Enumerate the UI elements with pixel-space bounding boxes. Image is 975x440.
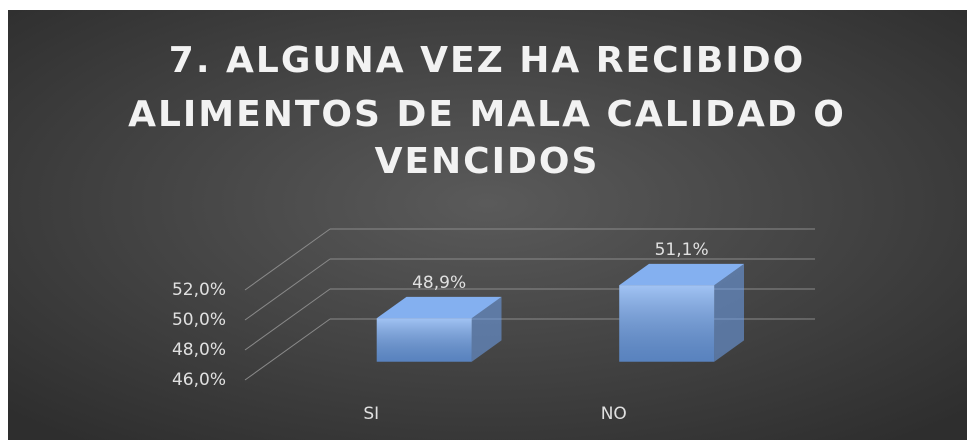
bar-top-shade <box>376 296 502 319</box>
bar-side <box>714 263 744 362</box>
y-tick-label: 50,0% <box>172 310 226 330</box>
grid-line <box>244 318 331 381</box>
title-line: 7. ALGUNA VEZ HA RECIBIDO <box>169 40 805 81</box>
x-tick-label: SI <box>363 404 379 424</box>
title-line: VENCIDOS <box>375 141 600 182</box>
grid-line <box>244 288 331 351</box>
chart-background <box>8 10 967 440</box>
data-label: 51,1% <box>655 240 709 260</box>
bar-side <box>471 296 502 362</box>
bar-shade <box>619 285 715 362</box>
chart-title: 7. ALGUNA VEZ HA RECIBIDO ALIMENTOS DE MA… <box>128 40 846 182</box>
grid-line <box>244 258 331 321</box>
bar-top <box>376 296 502 319</box>
title-line: ALIMENTOS DE MALA CALIDAD O <box>128 94 846 135</box>
grid-line <box>244 228 331 291</box>
y-tick-label: 52,0% <box>172 280 226 300</box>
data-label: 48,9% <box>412 273 466 293</box>
y-tick-label: 48,0% <box>172 340 226 360</box>
bar-top <box>619 263 744 286</box>
bar-shade <box>376 318 472 362</box>
y-tick-label: 46,0% <box>172 370 226 390</box>
x-tick-label: NO <box>601 404 627 424</box>
bar-top-shade <box>619 263 744 286</box>
